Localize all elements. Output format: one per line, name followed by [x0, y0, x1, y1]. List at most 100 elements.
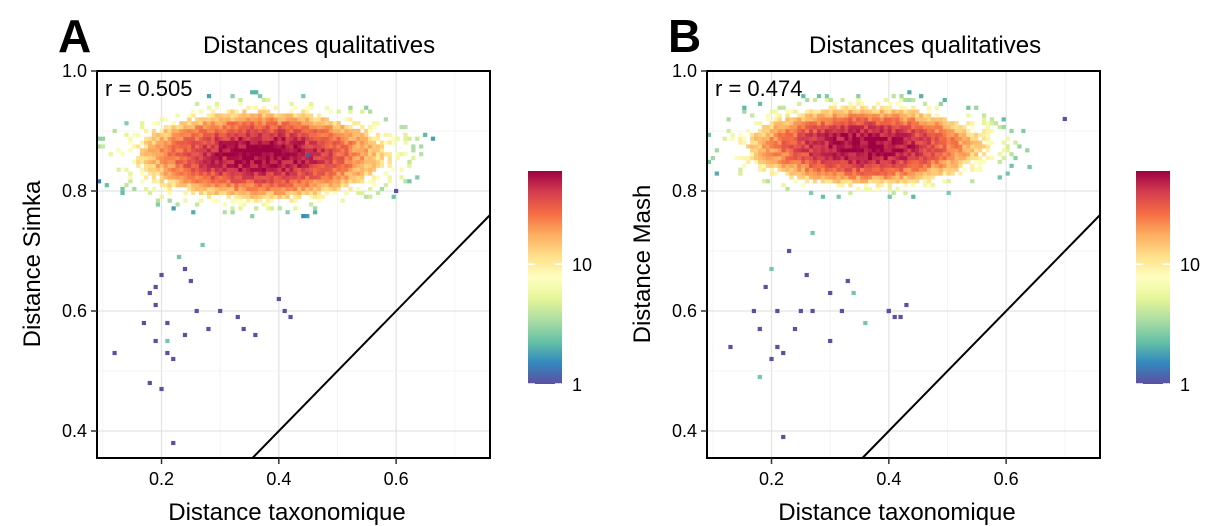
heatmap-cell	[797, 175, 802, 180]
heatmap-cell	[313, 167, 318, 172]
heatmap-cell	[265, 186, 271, 192]
heatmap-cell	[757, 136, 763, 141]
heatmap-cell	[958, 152, 963, 157]
heatmap-cell	[832, 163, 837, 168]
heatmap-cell	[309, 190, 314, 195]
heatmap-cell	[824, 136, 829, 141]
heatmap-cell	[289, 179, 294, 184]
heatmap-cell	[769, 148, 774, 153]
heatmap-cell	[832, 148, 837, 153]
heatmap-cell	[313, 171, 318, 176]
heatmap-cell	[214, 198, 219, 203]
heatmap-cell	[923, 167, 928, 172]
heatmap-cell	[836, 117, 841, 122]
heatmap-cell	[151, 167, 157, 172]
heatmap-cell	[155, 155, 161, 161]
heatmap-cell	[273, 140, 278, 145]
heatmap-cell-sparse	[177, 254, 182, 260]
heatmap-cell	[230, 132, 235, 137]
heatmap-cell	[234, 132, 239, 137]
heatmap-cell	[336, 125, 341, 130]
heatmap-cell	[222, 144, 227, 149]
heatmap-cell	[879, 175, 884, 180]
heatmap-cell	[348, 136, 353, 141]
heatmap-cell	[171, 148, 176, 153]
heatmap-cell	[966, 121, 971, 126]
heatmap-cell	[100, 136, 106, 141]
heatmap-cell	[340, 183, 345, 188]
heatmap-cell	[954, 128, 959, 134]
heatmap-cell	[171, 128, 176, 134]
heatmap-cell	[761, 128, 767, 134]
heatmap-cell	[864, 148, 869, 153]
heatmap-cell	[116, 167, 121, 172]
heatmap-cell	[265, 132, 271, 137]
heatmap-cell	[860, 163, 865, 168]
heatmap-cell	[328, 132, 333, 137]
heatmap-cell	[320, 186, 326, 192]
heatmap-cell	[919, 167, 924, 172]
heatmap-cell	[970, 167, 975, 172]
heatmap-cell	[950, 159, 955, 165]
heatmap-cell	[309, 101, 314, 106]
heatmap-cell-sparse	[757, 374, 762, 380]
heatmap-cell	[832, 155, 837, 161]
heatmap-cell	[946, 179, 951, 184]
heatmap-cell	[903, 183, 908, 188]
heatmap-cell	[887, 105, 892, 110]
heatmap-cell	[179, 159, 184, 165]
heatmap-cell	[293, 152, 298, 157]
heatmap-cell	[816, 171, 822, 176]
heatmap-cell	[907, 171, 912, 176]
heatmap-cell	[801, 152, 806, 157]
heatmap-cell	[761, 148, 767, 153]
heatmap-cell	[356, 186, 361, 192]
heatmap-cell	[265, 155, 271, 161]
heatmap-cell	[238, 179, 243, 184]
heatmap-cell	[246, 136, 251, 141]
heatmap-cell	[891, 125, 896, 130]
heatmap-cell	[210, 128, 216, 134]
heatmap-cell	[828, 97, 833, 103]
heatmap-cell	[171, 136, 176, 141]
heatmap-cell	[242, 167, 247, 172]
heatmap-cell	[958, 128, 963, 134]
heatmap-cell	[250, 148, 255, 153]
heatmap-cell	[871, 125, 877, 130]
heatmap-cell	[316, 152, 322, 157]
heatmap-cell	[785, 136, 790, 141]
heatmap-cell	[793, 128, 798, 134]
heatmap-cell	[816, 140, 822, 145]
heatmap-cell	[336, 152, 341, 157]
heatmap-cell-sparse	[235, 314, 240, 320]
panel-a-colorbar: 110	[528, 171, 592, 395]
heatmap-cell	[128, 171, 133, 176]
heatmap-cell	[183, 198, 188, 203]
heatmap-cell	[887, 136, 892, 141]
heatmap-cell	[773, 132, 778, 137]
heatmap-cell	[950, 171, 955, 176]
heatmap-cell	[226, 109, 231, 114]
heatmap-cell	[297, 175, 302, 180]
heatmap-cell	[257, 175, 263, 180]
heatmap-cell	[816, 136, 822, 141]
heatmap-cell	[368, 194, 373, 199]
heatmap-cell	[222, 202, 227, 207]
heatmap-cell	[801, 94, 806, 99]
heatmap-cell	[923, 152, 928, 157]
heatmap-cell	[954, 163, 959, 168]
heatmap-cell	[238, 206, 243, 211]
heatmap-cell	[797, 148, 802, 153]
heatmap-cell	[797, 167, 802, 172]
heatmap-cell	[871, 121, 877, 126]
heatmap-cell	[895, 132, 900, 137]
heatmap-cell	[887, 179, 892, 184]
heatmap-cell	[305, 179, 310, 184]
y-tick-label: 0.6	[672, 301, 697, 321]
panel-a-title: Distances qualitatives	[203, 32, 435, 59]
heatmap-cell	[183, 144, 188, 149]
heatmap-cell	[852, 113, 857, 118]
heatmap-cell	[305, 183, 310, 188]
heatmap-cell	[257, 94, 263, 99]
heatmap-cell	[218, 148, 223, 153]
